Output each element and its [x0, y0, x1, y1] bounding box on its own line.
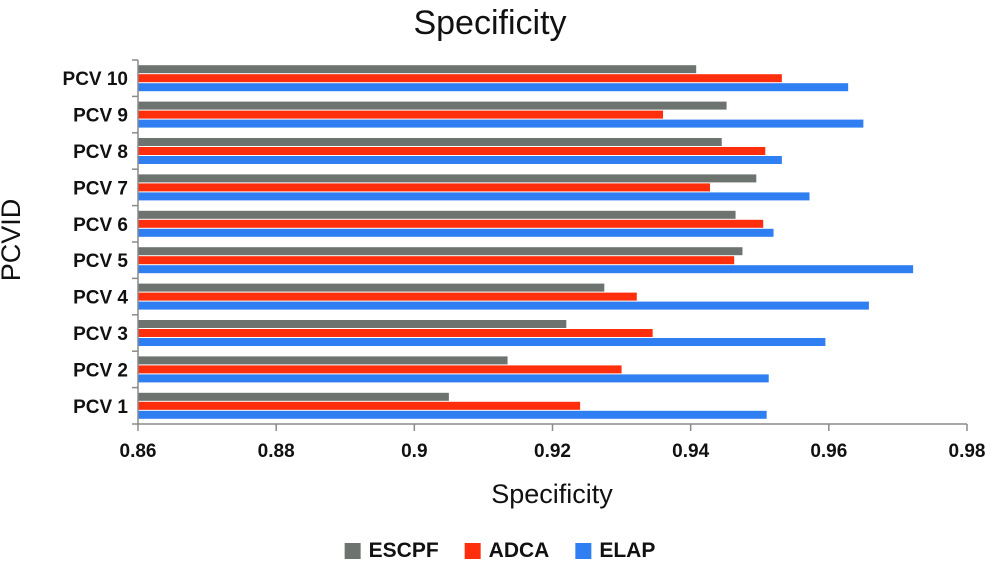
chart-title: Specificity: [413, 4, 566, 42]
y-tick-label: PCV 9: [73, 106, 128, 127]
y-ticks-layer: PCV 1 PCV 2 PCV 3 PCV 4 PCV 5 PCV 6 PCV 7 PCV 8…: [63, 59, 138, 425]
bar-elap-pcv-2: [138, 374, 769, 383]
bar-escpf-pcv-7: [138, 174, 757, 183]
bar-escpf-pcv-4: [138, 283, 605, 292]
legend-swatch-adca: [464, 543, 481, 559]
bar-elap-pcv-10: [138, 83, 849, 92]
x-tick-label: 0.94: [672, 441, 709, 462]
y-tick-label: PCV 2: [73, 360, 128, 381]
bar-elap-pcv-8: [138, 156, 782, 164]
bar-elap-pcv-4: [138, 301, 869, 310]
bar-escpf-pcv-5: [138, 247, 743, 256]
legend-swatch-elap: [575, 543, 592, 559]
bar-adca-pcv-1: [138, 401, 581, 410]
y-axis-title: PCVID: [0, 199, 26, 282]
bar-elap-pcv-7: [138, 192, 810, 201]
bar-elap-pcv-5: [138, 265, 914, 274]
x-tick-label: 0.92: [534, 441, 571, 462]
legend-label-escpf: ESCPF: [369, 539, 439, 562]
bar-adca-pcv-9: [138, 110, 664, 119]
y-tick-label: PCV 1: [73, 397, 128, 418]
bar-escpf-pcv-2: [138, 356, 508, 365]
y-tick-label: PCV 7: [73, 178, 128, 199]
legend-label-adca: ADCA: [489, 539, 550, 562]
y-tick-label: PCV 8: [73, 142, 128, 163]
bar-escpf-pcv-8: [138, 138, 722, 146]
bar-elap-pcv-3: [138, 338, 826, 346]
bar-adca-pcv-3: [138, 329, 653, 337]
bar-escpf-pcv-9: [138, 101, 727, 110]
bar-elap-pcv-1: [138, 410, 767, 419]
y-tick-label: PCV 3: [73, 324, 128, 345]
bar-adca-pcv-5: [138, 256, 735, 265]
legend: ESCPF ADCA ELAP: [344, 539, 655, 562]
bars-layer: [138, 65, 914, 419]
x-ticks-layer: 0.86 0.88 0.9 0.92 0.94 0.96 0.98: [120, 424, 986, 462]
x-tick-label: 0.9: [401, 441, 427, 462]
x-tick-label: 0.86: [120, 441, 157, 462]
bar-escpf-pcv-10: [138, 65, 697, 74]
x-axis-title: Specificity: [491, 479, 613, 509]
y-tick-label: PCV 5: [73, 251, 128, 272]
bar-escpf-pcv-3: [138, 320, 567, 328]
bar-adca-pcv-2: [138, 365, 622, 374]
bar-escpf-pcv-1: [138, 392, 449, 401]
bar-adca-pcv-10: [138, 74, 782, 83]
bar-adca-pcv-8: [138, 147, 766, 155]
bar-elap-pcv-9: [138, 119, 864, 128]
x-tick-label: 0.88: [258, 441, 295, 462]
y-tick-label: PCV 4: [73, 288, 128, 309]
bar-adca-pcv-6: [138, 219, 764, 228]
bar-escpf-pcv-6: [138, 210, 736, 219]
x-tick-label: 0.96: [810, 441, 847, 462]
bar-elap-pcv-6: [138, 228, 774, 237]
bar-adca-pcv-7: [138, 183, 711, 192]
x-tick-label: 0.98: [949, 441, 986, 462]
bar-adca-pcv-4: [138, 292, 637, 301]
legend-swatch-escpf: [344, 543, 361, 559]
legend-label-elap: ELAP: [599, 539, 655, 562]
y-tick-label: PCV 6: [73, 215, 128, 236]
y-tick-label: PCV 10: [63, 69, 128, 90]
